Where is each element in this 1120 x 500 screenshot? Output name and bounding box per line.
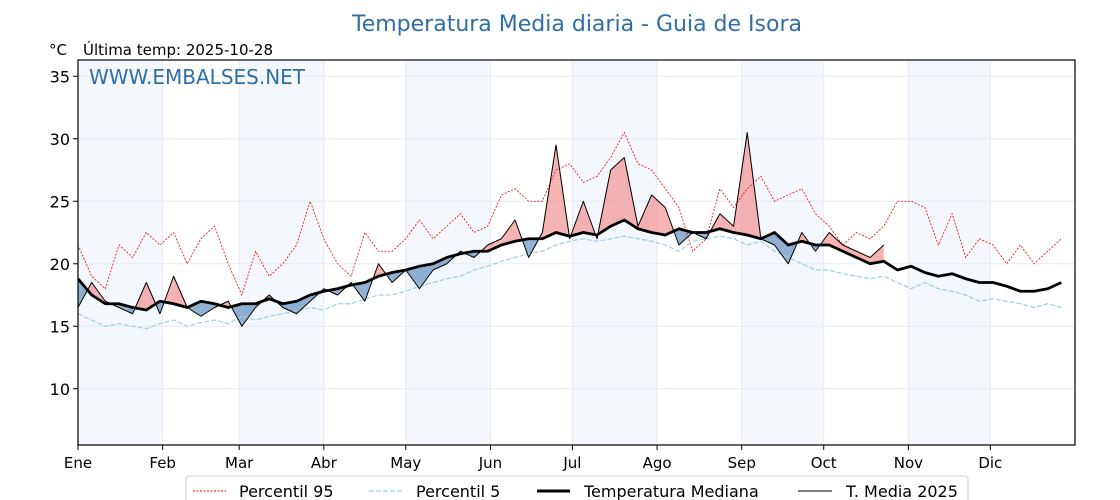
grid-lines [77,60,1075,445]
watermark: WWW.EMBALSES.NET [89,65,306,89]
legend-box [185,475,969,500]
y-tick-label: 10 [50,380,70,399]
series-lines [76,131,1062,330]
cool-anomaly-fill [118,303,133,314]
x-tick-label: Ago [643,454,672,472]
month-band [908,60,991,445]
cool-anomaly-fill [760,232,775,245]
legend-median-label: Temperatura Mediana [583,482,759,500]
legend-2025-label: T. Media 2025 [845,482,958,500]
month-band [78,60,163,445]
y-tick-label: 35 [50,67,70,86]
warm-anomaly-fill [637,195,652,233]
warm-anomaly-fill [870,245,884,264]
warm-anomaly-fill [856,251,871,264]
chart-title: Temperatura Media diaria - Guia de Isora [351,12,802,37]
warm-anomaly-fill [501,220,516,245]
warm-anomaly-fill [719,213,734,233]
last-temp-label: Última temp: 2025-10-28 [83,40,273,59]
month-band [572,60,658,445]
x-tick-label: Abr [311,454,338,472]
warm-anomaly-fill [487,238,502,252]
actual-2025-line [77,132,885,327]
legend-p5-label: Percentil 5 [416,482,500,500]
y-tick-label: 20 [50,255,70,274]
x-tick-label: Ene [64,454,92,472]
x-tick-label: Sep [728,454,756,472]
y-tick-label: 30 [50,130,70,149]
cool-anomaly-fill [419,263,434,289]
legend-p95-label: Percentil 95 [239,482,334,500]
p95-line [77,131,1062,297]
y-axis: 10 15 20 25 30 35 [50,67,78,399]
legend: Percentil 95 Percentil 5 Temperatura Med… [185,475,969,500]
x-tick-label: Feb [149,454,176,472]
cool-anomaly-fill [433,257,447,270]
cool-anomaly-fill [200,301,215,317]
cool-anomaly-fill [78,278,88,308]
x-tick-label: Jul [562,454,581,472]
y-tick-label: 25 [50,192,70,211]
x-tick-label: Mar [225,454,254,472]
x-tick-label: May [390,454,421,472]
warm-anomaly-fill [610,157,625,227]
cool-anomaly-fill [405,266,420,289]
warm-anomaly-fill [146,282,156,310]
y-tick-label: 15 [50,317,70,336]
cool-anomaly-fill [241,303,256,327]
y-unit-label: °C [49,41,67,59]
month-band [239,60,324,445]
x-tick-label: Dic [978,454,1002,472]
x-tick-label: Jun [478,454,502,472]
x-axis: Ene Feb Mar Abr May Jun Jul Ago Sep Oct Nov Dic [64,445,1002,472]
x-tick-label: Nov [894,454,923,472]
warm-anomaly-fill [842,245,857,258]
warm-anomaly-fill [829,232,843,252]
p5-line [77,235,1062,330]
cool-anomaly-fill [187,301,201,317]
x-tick-label: Oct [811,454,837,472]
plot-frame [77,59,1076,446]
